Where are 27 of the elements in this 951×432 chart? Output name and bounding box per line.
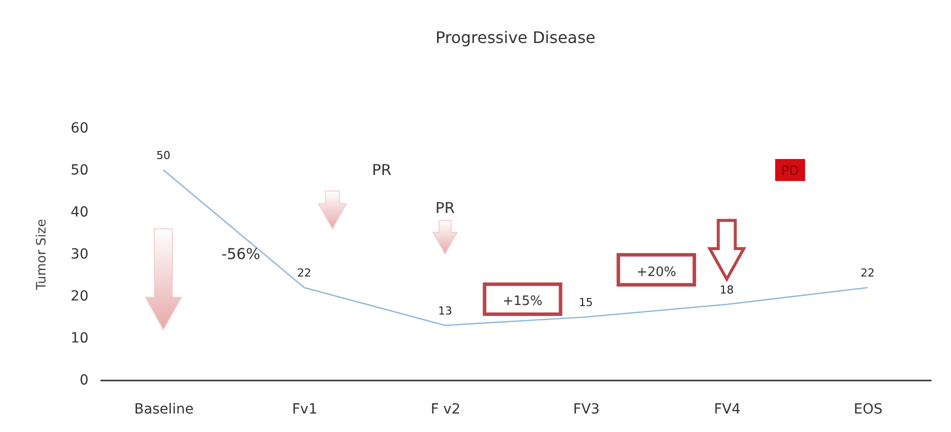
x-tick-label: FV4 [714,402,741,418]
y-tick-label: 0 [80,372,88,388]
y-tick-label: 20 [70,288,88,304]
annotation: PR [435,198,455,217]
x-tick-label: Baseline [134,402,194,418]
x-tick-label: F v2 [430,402,460,418]
annotation: +20% [636,264,676,280]
annotation: +15% [502,294,542,310]
x-tick-label: FV3 [573,402,600,418]
data-label: 15 [578,296,593,309]
data-label: 22 [297,266,312,280]
y-tick-label: 60 [70,120,88,136]
y-tick-label: 10 [70,330,88,346]
annotation: PD [781,164,800,179]
chart-title: Progressive Disease [435,28,596,47]
y-axis-title: Tumor Size [34,219,50,291]
x-tick-label: Fv1 [292,402,318,418]
data-label: 18 [720,283,734,296]
x-tick-label: EOS [854,402,883,418]
annotation: -56% [221,245,260,263]
data-label: 50 [156,149,170,162]
y-tick-label: 30 [70,246,88,262]
y-tick-label: 40 [70,204,88,220]
data-label: 22 [860,266,875,280]
y-tick-label: 50 [70,162,88,178]
data-label: 13 [438,304,452,318]
annotation: PR [372,161,392,179]
